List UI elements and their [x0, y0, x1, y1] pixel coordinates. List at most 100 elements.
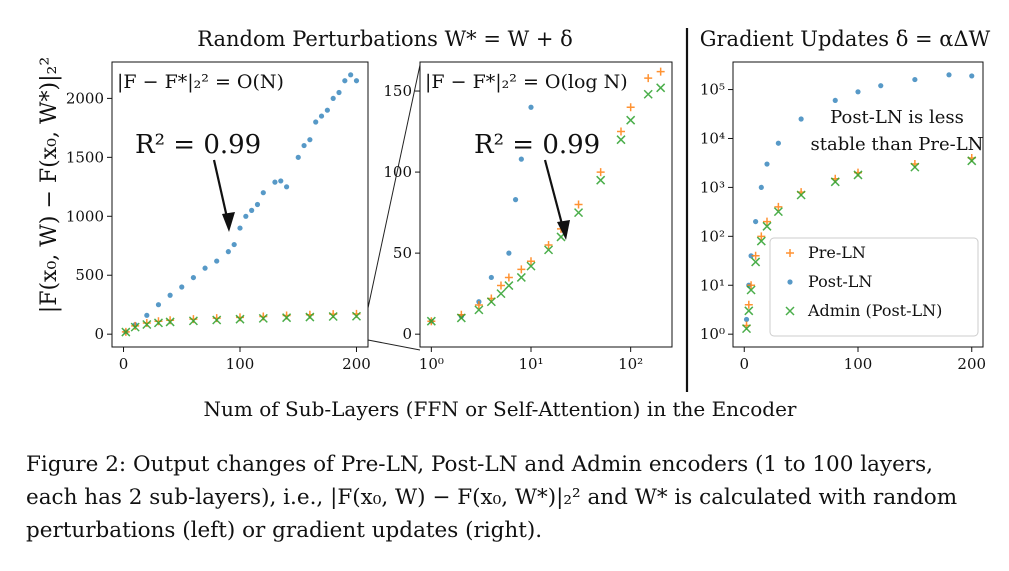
panel-right: 0 100 200 10⁰ 10¹ 10² 10³ 10⁴ 10⁵ — [700, 61, 986, 373]
data-point — [747, 281, 756, 290]
y-tick-label: 0 — [402, 325, 412, 343]
data-point — [260, 190, 266, 196]
data-point — [318, 113, 325, 119]
data-point — [283, 184, 290, 190]
data-point — [764, 161, 770, 167]
data-point — [351, 311, 362, 321]
data-point — [596, 168, 605, 177]
data-point — [212, 315, 222, 325]
data-point — [324, 107, 330, 113]
x-tick-label: 0 — [119, 355, 129, 373]
data-point — [775, 140, 781, 146]
right-title: Gradient Updates δ = αΔW — [700, 27, 991, 51]
axes-frame — [419, 61, 673, 348]
data-point — [830, 177, 840, 187]
data-point — [751, 257, 761, 267]
data-point — [249, 207, 255, 213]
data-point — [544, 245, 554, 255]
data-point — [756, 236, 766, 246]
data-point — [474, 305, 484, 315]
data-point — [179, 284, 185, 290]
data-point — [167, 292, 173, 298]
series-admin-post-ln- — [121, 311, 362, 337]
data-point — [528, 104, 534, 110]
data-point — [527, 257, 535, 266]
data-point — [153, 318, 163, 328]
y-tick-label: 500 — [75, 266, 104, 284]
data-point — [512, 197, 519, 203]
legend-label: Admin (Post-LN) — [807, 301, 942, 320]
y-tick-label: 10³ — [700, 178, 725, 196]
legend-label: Post-LN — [808, 272, 872, 291]
data-point — [254, 201, 261, 208]
data-point — [258, 313, 268, 323]
data-point — [225, 249, 231, 255]
data-point — [773, 207, 783, 217]
y-tick-label: 1000 — [66, 207, 104, 225]
annotations: |F − F*|₂² = O(N) R² = 0.99 |F − F*|₂² = O… — [117, 71, 983, 240]
x-tick-label: 0 — [739, 355, 749, 373]
data-point — [544, 241, 553, 250]
data-point — [243, 213, 249, 219]
data-point — [456, 313, 466, 323]
series-post-ln — [123, 72, 360, 335]
data-point — [142, 319, 152, 330]
data-point — [488, 274, 494, 281]
data-point — [313, 119, 319, 125]
data-point — [166, 316, 175, 325]
data-point — [188, 316, 198, 326]
annotation-r2-left: R² = 0.99 — [135, 130, 261, 160]
data-point — [474, 300, 483, 309]
data-point — [131, 321, 140, 330]
y-tick-label: 10² — [700, 227, 725, 245]
data-point — [853, 170, 863, 180]
data-point — [878, 83, 884, 89]
data-point — [574, 200, 583, 209]
x-tick-label: 10⁰ — [419, 355, 444, 373]
data-point — [774, 202, 783, 211]
data-point — [763, 217, 771, 226]
data-point — [342, 78, 348, 84]
data-point — [526, 261, 536, 271]
data-point — [912, 76, 918, 83]
y-axis-label: |F(x₀, W) − F(x₀, W*)|₂² — [37, 57, 62, 313]
data-point — [796, 190, 806, 200]
series-admin-post-ln- — [741, 156, 977, 334]
data-point — [142, 318, 151, 327]
annotation-stability-line-2: stable than Pre-LN — [811, 134, 984, 155]
data-point — [969, 73, 975, 79]
zoom-connector-bottom — [367, 339, 421, 351]
arrow-zoom — [543, 159, 565, 229]
data-point — [496, 289, 506, 299]
arrow-head-left — [222, 212, 235, 232]
data-point — [644, 74, 653, 83]
annotation-formula-log: |F − F*|₂² = O(log N) — [425, 71, 628, 93]
series-admin-post-ln- — [426, 83, 666, 326]
annotation-r2-zoom: R² = 0.99 — [474, 130, 600, 160]
data-point — [656, 67, 665, 76]
data-point — [743, 316, 750, 323]
data-point — [758, 184, 764, 191]
data-point — [617, 127, 626, 136]
y-tick-label: 0 — [94, 325, 104, 343]
data-point — [165, 317, 175, 327]
x-tick-label: 10¹ — [518, 355, 543, 373]
y-tick-label: 10⁰ — [700, 325, 725, 343]
data-point — [237, 225, 243, 231]
data-point — [426, 316, 436, 326]
data-point — [910, 162, 920, 172]
data-point — [744, 306, 754, 316]
data-point — [855, 89, 861, 95]
zoom-connector-top — [367, 64, 421, 309]
data-point — [574, 208, 584, 218]
data-point — [656, 83, 666, 93]
data-point — [798, 116, 804, 122]
data-point — [231, 241, 237, 248]
legend-marker — [786, 249, 794, 257]
data-point — [506, 250, 512, 256]
annotation-formula-linear: |F − F*|₂² = O(N) — [117, 71, 284, 93]
x-axis-label: Num of Sub-Layers (FFN or Self-Attention… — [204, 397, 797, 421]
data-point — [504, 273, 513, 282]
